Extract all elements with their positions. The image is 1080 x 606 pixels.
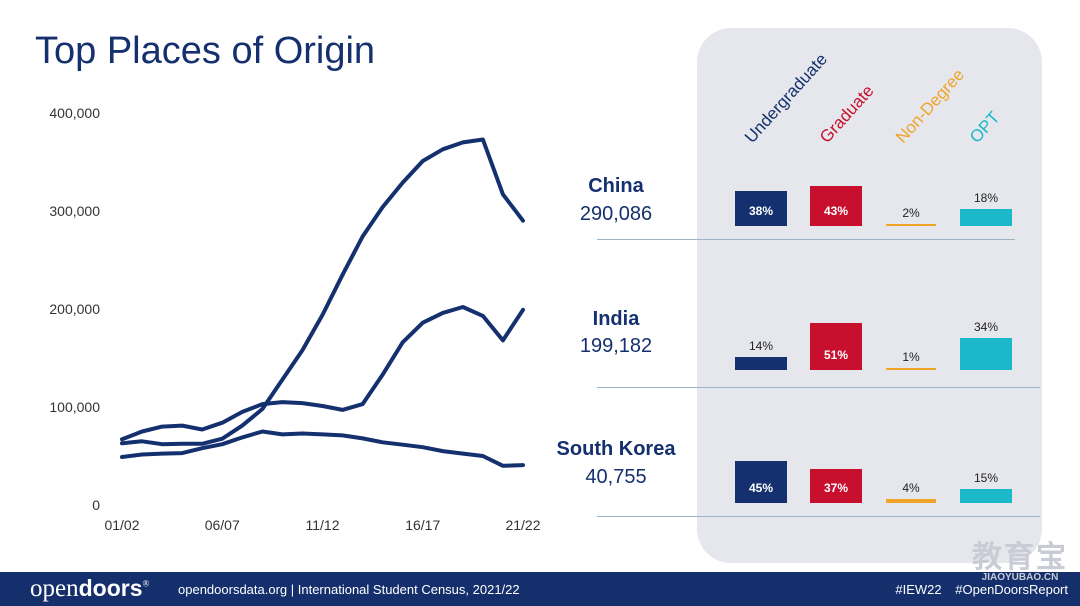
share-bar-opt bbox=[960, 209, 1012, 226]
x-tick-label: 06/07 bbox=[205, 517, 240, 533]
share-label: 18% bbox=[973, 191, 999, 206]
share-label: 14% bbox=[748, 338, 774, 353]
share-label: 51% bbox=[823, 348, 849, 362]
share-label: 15% bbox=[973, 471, 999, 486]
share-bar-undergraduate bbox=[735, 461, 787, 503]
share-label: 45% bbox=[748, 481, 774, 495]
share-bar-non-degree bbox=[886, 368, 936, 370]
y-tick-label: 100,000 bbox=[49, 399, 100, 415]
share-bar-non-degree bbox=[886, 224, 936, 226]
y-tick-label: 300,000 bbox=[49, 203, 100, 219]
share-label: 38% bbox=[748, 204, 774, 218]
country-total: 290,086 bbox=[579, 203, 653, 225]
share-bar-graduate bbox=[810, 322, 862, 370]
country-total: 40,755 bbox=[585, 466, 647, 488]
row-divider bbox=[597, 516, 1040, 517]
share-bar-non-degree bbox=[886, 499, 936, 503]
country-name: India bbox=[592, 308, 640, 330]
page-title: Top Places of Origin bbox=[35, 30, 376, 72]
share-label: 1% bbox=[902, 350, 920, 364]
x-tick-label: 11/12 bbox=[306, 517, 340, 533]
watermark-logo: 教育宝 JIAOYUBAO.CN bbox=[972, 541, 1068, 583]
share-bar-graduate bbox=[810, 186, 862, 226]
share-label: 43% bbox=[823, 204, 849, 218]
footer-hashtags: #IEW22 #OpenDoorsReport bbox=[885, 582, 1068, 597]
share-bar-undergraduate bbox=[735, 190, 787, 226]
row-divider bbox=[597, 387, 1040, 388]
share-bar-graduate bbox=[810, 468, 862, 503]
share-bar-undergraduate bbox=[735, 356, 787, 370]
row-divider bbox=[597, 239, 1015, 240]
y-tick-label: 200,000 bbox=[49, 301, 100, 317]
share-bar-opt bbox=[960, 489, 1012, 503]
series-line-2 bbox=[120, 305, 525, 442]
country-total: 199,182 bbox=[579, 335, 653, 357]
share-label: 37% bbox=[823, 481, 849, 495]
footer-source-text: opendoorsdata.org | International Studen… bbox=[178, 582, 520, 597]
x-tick-label: 16/17 bbox=[405, 517, 440, 533]
series-line-1 bbox=[120, 137, 525, 447]
hashtag-iew22: #IEW22 bbox=[895, 582, 942, 597]
x-tick-label: 21/22 bbox=[505, 517, 540, 533]
y-tick-label: 0 bbox=[92, 497, 100, 513]
country-name: South Korea bbox=[556, 438, 676, 460]
line-chart: 0 100,000 200,000 300,000 400,000 01/02 06/07 1… bbox=[49, 105, 540, 533]
share-label: 2% bbox=[902, 206, 920, 220]
share-bar-opt bbox=[960, 338, 1012, 370]
share-label: 4% bbox=[902, 481, 920, 496]
share-label: 34% bbox=[973, 320, 999, 335]
footer-bar: opendoors® opendoorsdata.org | Internati… bbox=[0, 572, 1080, 606]
series-line-3 bbox=[120, 429, 525, 468]
y-tick-label: 400,000 bbox=[49, 105, 100, 121]
x-tick-label: 01/02 bbox=[104, 517, 139, 533]
opendoors-logo: opendoors® bbox=[30, 575, 150, 602]
hashtag-opendoorsreport: #OpenDoorsReport bbox=[955, 582, 1068, 597]
country-name: China bbox=[588, 175, 644, 197]
